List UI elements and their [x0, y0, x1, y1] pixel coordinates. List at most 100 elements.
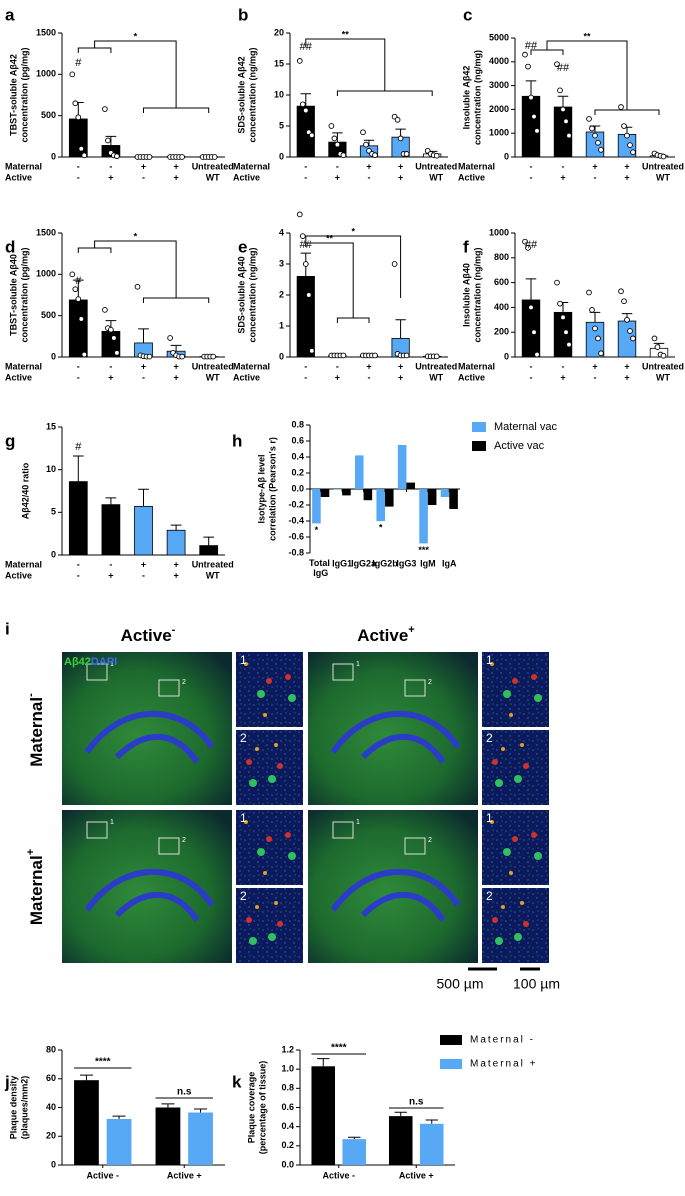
roi-box	[332, 821, 354, 839]
bar	[342, 489, 351, 496]
y-axis-label: Aβ42/40 ratio	[20, 462, 30, 519]
error-bar	[300, 93, 312, 107]
bracket	[305, 38, 386, 91]
x-tick-label: Active -	[86, 1170, 119, 1180]
data-point	[308, 132, 315, 139]
bracket	[594, 109, 660, 115]
y-tick-label: 10	[46, 464, 56, 474]
active-label: -	[594, 372, 597, 382]
bar	[296, 275, 315, 358]
row-text: Maternal	[27, 697, 46, 767]
row-header-group: Maternal+	[25, 849, 47, 925]
y-tick-label: 1000	[489, 128, 509, 138]
roi-box	[404, 837, 426, 855]
column-sign: +	[408, 624, 414, 636]
error-bar	[525, 80, 537, 97]
y-tick-label: 4	[279, 227, 284, 237]
plaque	[490, 662, 494, 666]
plaque	[249, 779, 257, 787]
data-point	[554, 61, 560, 68]
data-point	[296, 58, 303, 64]
panel-letter: h	[232, 431, 242, 450]
y-tick-label: -0.8	[288, 547, 304, 557]
maternal-label: -	[562, 161, 565, 171]
row-label: Maternal	[233, 161, 270, 171]
y-tick-label: 15	[274, 58, 284, 68]
bar	[521, 95, 541, 158]
y-axis-label: (percentage of tissue)	[257, 1061, 267, 1155]
y-tick-label: 0	[51, 549, 56, 559]
significance: #	[75, 441, 82, 453]
plaque	[531, 674, 537, 680]
x-tick-label: Total IgG	[309, 558, 332, 578]
y-axis-label: TBST-soluble Aβ40	[8, 254, 18, 336]
data-point	[560, 314, 566, 321]
data-point	[618, 288, 624, 295]
plaque	[288, 852, 296, 860]
panel-letter: i	[5, 619, 10, 638]
significance: *	[315, 525, 319, 535]
bar	[101, 504, 121, 556]
panel-letter: g	[5, 431, 15, 450]
maternal-label: Untreated	[642, 161, 684, 171]
data-point	[299, 101, 306, 108]
inset-number: 1	[486, 653, 493, 667]
maternal-label: Untreated	[415, 161, 457, 171]
y-tick-label: 0.4	[291, 451, 304, 461]
active-label: +	[173, 372, 178, 382]
bar	[388, 1116, 413, 1165]
bar	[74, 1080, 99, 1165]
bracket	[77, 47, 112, 53]
y-tick-label: 0.0	[291, 483, 304, 493]
y-tick-label: -0.6	[288, 531, 304, 541]
roi-number: 2	[182, 679, 186, 686]
panel-letter: k	[232, 1072, 242, 1091]
panel-letter: b	[238, 5, 248, 24]
row-label: Active	[458, 372, 485, 382]
bar	[397, 445, 407, 489]
bar	[296, 105, 315, 158]
y-tick-label: 0.8	[281, 1083, 294, 1093]
bracket	[305, 235, 402, 298]
y-tick-label: 15	[46, 421, 56, 431]
error-bar	[72, 455, 84, 482]
y-tick-label: 0	[51, 351, 56, 361]
maternal-label: +	[592, 361, 597, 371]
data-point	[557, 300, 563, 307]
active-label: WT	[656, 172, 670, 182]
significance: **	[326, 233, 334, 243]
maternal-label: +	[173, 559, 178, 569]
error-bar	[105, 497, 117, 505]
y-axis-label: concentration (ng/mg)	[247, 248, 257, 343]
y-tick-label: 400	[494, 302, 509, 312]
active-label: +	[398, 372, 403, 382]
plaque	[512, 836, 518, 842]
plaque	[266, 678, 272, 684]
data-point	[167, 335, 173, 341]
y-tick-label: 5	[279, 120, 284, 130]
data-point	[108, 326, 114, 333]
inset-number: 1	[240, 811, 247, 825]
error-bar	[425, 1119, 438, 1124]
significance: n.s	[177, 1087, 192, 1098]
data-point	[618, 104, 624, 110]
y-tick-label: 20	[274, 27, 284, 37]
plaque	[244, 820, 248, 824]
column-text: Active	[121, 626, 172, 645]
y-tick-label: 2	[279, 289, 284, 299]
bar	[406, 482, 415, 489]
bar	[355, 455, 364, 489]
x-tick-label: Active +	[399, 1170, 434, 1180]
plaque	[255, 905, 259, 909]
maternal-label: -	[109, 161, 112, 171]
data-point	[75, 296, 82, 302]
maternal-label: Untreated	[642, 361, 684, 371]
maternal-label: +	[366, 161, 371, 171]
active-label: -	[594, 172, 597, 182]
maternal-label: -	[304, 361, 307, 371]
data-point	[302, 261, 309, 267]
data-point	[340, 352, 347, 359]
data-point	[566, 341, 572, 348]
significance: ##	[557, 62, 570, 74]
y-axis-label: Plaque density	[8, 1076, 18, 1140]
